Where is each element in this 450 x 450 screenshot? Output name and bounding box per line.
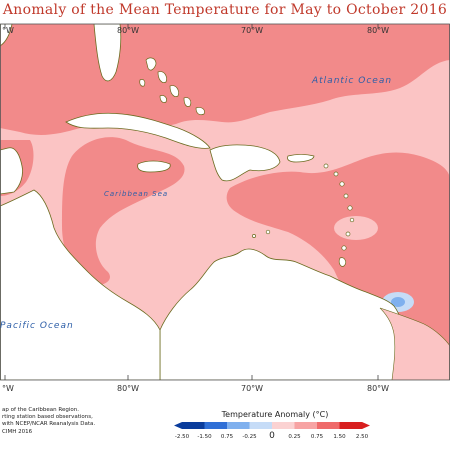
land-cuba (65, 112, 211, 149)
lon-bottom-0: °W (2, 384, 14, 393)
land-yucatan (0, 147, 23, 195)
strong-anomaly-west (62, 137, 185, 286)
legend-swatch (249, 422, 273, 429)
legend-swatch (204, 422, 228, 429)
legend-tick-label: -2.50 (174, 434, 190, 440)
pacific-ocean-label: Pacific Ocean (0, 321, 74, 331)
note-line: rting station based observations, (2, 414, 93, 421)
legend-tick-label: -1.50 (197, 434, 212, 440)
atlantic-ocean-label: Atlantic Ocean (312, 76, 393, 86)
lon-top-3: 80°W (367, 26, 390, 35)
land-jamaica (137, 160, 171, 173)
light-anomaly-enclave (334, 216, 378, 240)
caribbean-sea-label: Caribbean Sea (104, 190, 169, 198)
legend-swatch (182, 422, 205, 429)
legend-swatch (317, 422, 340, 429)
note-line: ap of the Caribbean Region. (2, 407, 79, 413)
legend-tick-label: -0.25 (242, 434, 257, 440)
map-ticks (4, 24, 379, 380)
legend-arrow-high (362, 422, 370, 429)
legend-tick-label: 0.75 (310, 434, 324, 440)
land-bahamas (139, 57, 205, 116)
legend-tick-label: 0 (269, 431, 275, 441)
lon-bottom-1: 80°W (117, 384, 140, 393)
lon-top-2: 70°W (241, 26, 264, 35)
legend-tick-label: 0.75 (220, 434, 234, 440)
land-puerto-rico (287, 154, 315, 163)
lon-top-1: 80°W (117, 26, 140, 35)
cold-anomaly-core (391, 297, 405, 307)
legend-swatch (294, 422, 318, 429)
legend-tick-label: 2.50 (355, 434, 369, 440)
legend-title: Temperature Anomaly (°C) (221, 410, 329, 419)
light-anomaly-guiana (379, 307, 450, 380)
legend-tick-label: 1.50 (333, 434, 346, 440)
lon-bottom-2: 70°W (241, 384, 264, 393)
map-notes: ap of the Caribbean Region. rting statio… (2, 407, 95, 436)
legend-arrow-low (174, 422, 182, 429)
legend-swatch (227, 422, 250, 429)
note-line: with NCEP/NCAR Reanalysis Data. (2, 421, 96, 428)
land-hispaniola (209, 144, 281, 182)
lon-bottom-3: 80°W (367, 384, 390, 393)
legend-swatch (272, 422, 295, 429)
legend-colorbar (174, 422, 370, 429)
note-line: CIMH 2016 (2, 428, 33, 435)
land-florida (93, 24, 122, 82)
legend-tick-label: 0.25 (288, 434, 301, 440)
land-central-america (0, 189, 161, 380)
map-title: Anomaly of the Mean Temperature for May … (2, 2, 448, 18)
land-lesser-antilles (252, 163, 355, 267)
legend-swatch (339, 422, 363, 429)
lon-top-0: °W (2, 26, 14, 35)
